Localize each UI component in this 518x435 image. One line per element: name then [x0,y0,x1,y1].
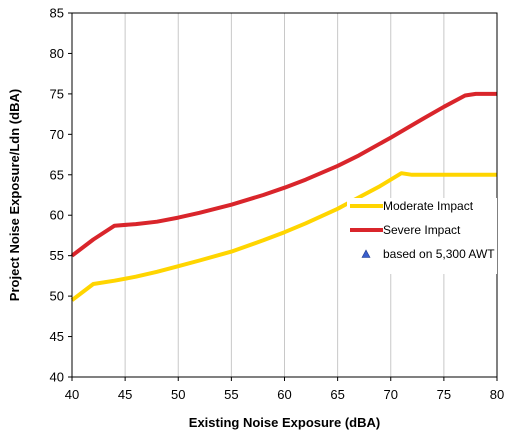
series-lines [70,91,497,302]
x-axis-label: Existing Noise Exposure (dBA) [189,415,380,430]
x-tick-label: 75 [437,387,451,402]
x-tick-label: 45 [118,387,132,402]
legend: Moderate Impact Severe Impact based on 5,3… [347,198,497,274]
y-tick-label: 75 [50,86,64,101]
y-axis-label: Project Noise Exposure/Ldn (dBA) [7,89,22,301]
y-tick-label: 60 [50,208,64,223]
y-axis-ticks: 40 45 50 55 60 65 70 75 80 85 [50,6,72,385]
y-tick-label: 40 [50,370,64,385]
x-tick-label: 50 [171,387,185,402]
y-tick-label: 80 [50,46,64,61]
series-line-2 [70,91,497,258]
y-tick-label: 65 [50,167,64,182]
y-tick-label: 45 [50,329,64,344]
y-tick-label: 50 [50,289,64,304]
legend-label: Severe Impact [383,223,461,237]
y-tick-label: 70 [50,127,64,142]
y-tick-label: 85 [50,6,64,21]
x-tick-label: 80 [490,387,504,402]
x-tick-label: 55 [224,387,238,402]
x-tick-label: 65 [330,387,344,402]
legend-triangle-marker [361,249,371,258]
gridlines [124,13,445,377]
x-axis-ticks: 40 45 50 55 60 65 70 75 80 [65,377,504,402]
legend-label: based on 5,300 AWT [383,247,495,261]
x-tick-label: 60 [277,387,291,402]
x-tick-label: 40 [65,387,79,402]
legend-background [347,198,497,274]
y-tick-label: 55 [50,248,64,263]
x-tick-label: 70 [384,387,398,402]
legend-label: Moderate Impact [383,199,474,213]
series-line-1 [70,171,497,302]
